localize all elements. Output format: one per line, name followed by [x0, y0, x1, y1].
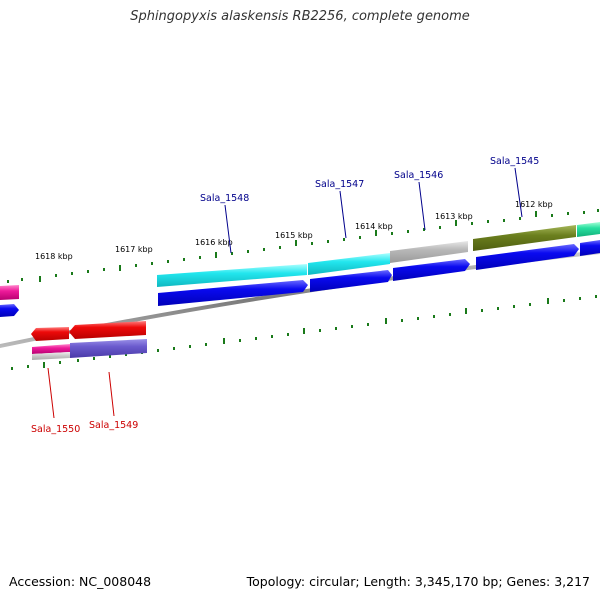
feature-bar-cyan-2[interactable]: [308, 253, 390, 275]
gene-arrow-sala-1546[interactable]: [393, 259, 470, 281]
gene-label-sala-1545[interactable]: Sala_1545: [490, 156, 539, 167]
gene-label-sala-1550[interactable]: Sala_1550: [31, 424, 80, 435]
gene-arrow-sala-1550[interactable]: [31, 327, 69, 341]
gene-arrow-sala-1547[interactable]: [310, 270, 392, 292]
feature-bar-gray[interactable]: [390, 241, 468, 263]
gene-arrow-sala-1548[interactable]: [158, 280, 308, 306]
feature-bar-cyan-1[interactable]: [157, 264, 307, 287]
leader-line-sala-1545: [514, 167, 523, 218]
feature-bar-olive[interactable]: [473, 225, 576, 251]
gene-arrow-left-edge[interactable]: [0, 304, 19, 317]
gene-arrow-sala-1545[interactable]: [476, 244, 579, 270]
gene-label-sala-1549[interactable]: Sala_1549: [89, 420, 138, 431]
leader-line-sala-1550: [47, 367, 55, 419]
gene-label-sala-1548[interactable]: Sala_1548: [200, 193, 249, 204]
kbp-label-1618: 1618 kbp: [35, 252, 73, 261]
kbp-label-1613: 1613 kbp: [435, 212, 473, 221]
gene-arrow-sala-1549[interactable]: [69, 321, 146, 339]
gene-label-sala-1547[interactable]: Sala_1547: [315, 179, 364, 190]
leader-line-sala-1548: [224, 204, 232, 254]
leader-line-sala-1549: [108, 371, 115, 417]
feature-bar-magenta[interactable]: [32, 344, 70, 354]
gene-arrow-right-edge[interactable]: [580, 240, 600, 256]
accession-text: Accession: NC_008048: [9, 574, 152, 589]
map-title: Sphingopyxis alaskensis RB2256, complete…: [130, 9, 470, 24]
leader-line-sala-1546: [418, 181, 426, 231]
kbp-label-1612: 1612 kbp: [515, 200, 553, 209]
feature-bar-mint[interactable]: [577, 222, 600, 237]
lower-tick-row: [11, 295, 597, 370]
kbp-label-1614: 1614 kbp: [355, 222, 393, 231]
leader-line-sala-1547: [339, 190, 347, 239]
feature-bar-magenta-left[interactable]: [0, 285, 19, 300]
kbp-label-1616: 1616 kbp: [195, 238, 233, 247]
gene-label-sala-1546[interactable]: Sala_1546: [394, 170, 443, 181]
topology-text: Topology: circular; Length: 3,345,170 bp…: [246, 574, 590, 589]
feature-bar-light-gray[interactable]: [32, 352, 70, 360]
feature-bar-purple[interactable]: [70, 339, 147, 358]
kbp-label-1617: 1617 kbp: [115, 245, 153, 254]
upper-tick-row: [7, 209, 599, 283]
kbp-label-1615: 1615 kbp: [275, 231, 313, 240]
